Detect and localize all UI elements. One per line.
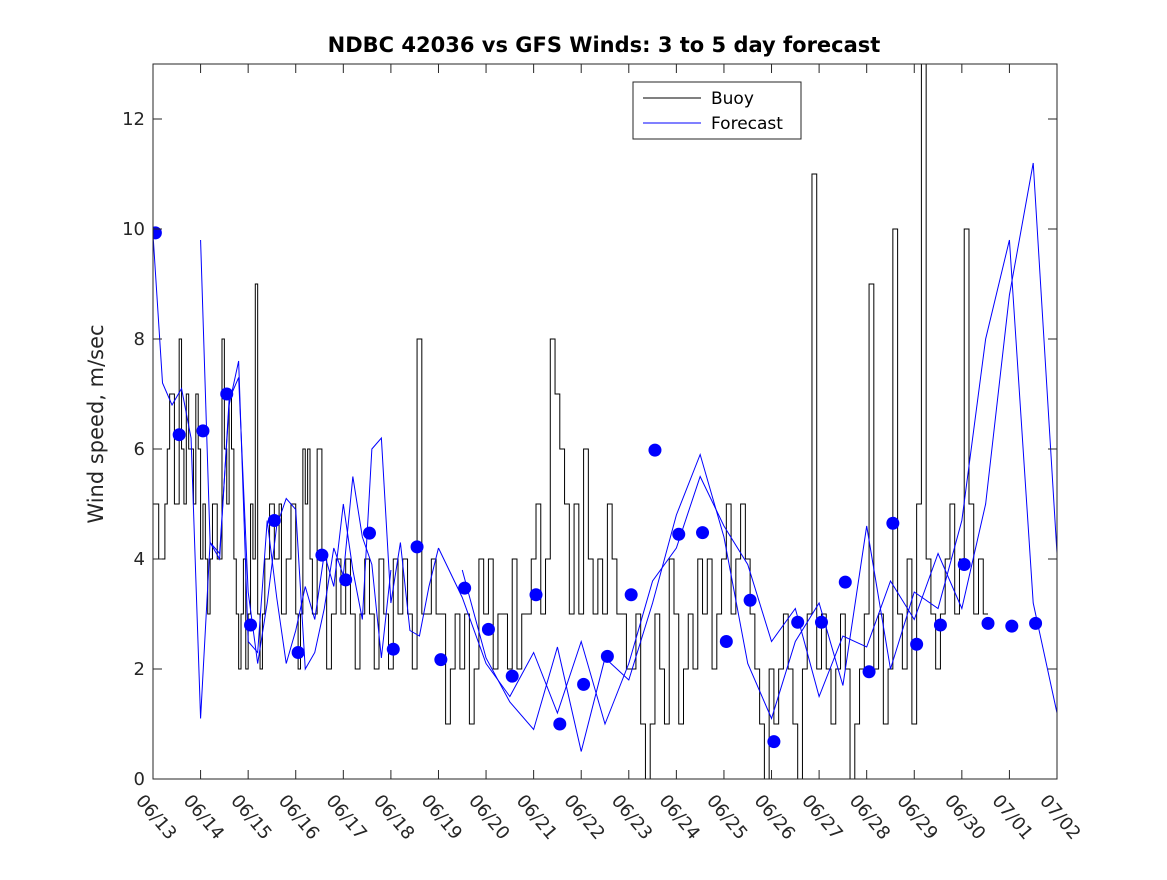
forecast-marker [672, 527, 686, 541]
forecast-marker [315, 548, 329, 562]
forecast-marker [624, 588, 638, 602]
forecast-marker [957, 558, 971, 571]
legend-box [632, 81, 802, 140]
forecast-marker [981, 616, 995, 630]
chart-title: NDBC 42036 vs GFS Winds: 3 to 5 day fore… [328, 33, 881, 57]
forecast-marker [458, 581, 472, 595]
forecast-marker [410, 540, 424, 554]
series-forecast-run-3 [438, 162, 1057, 726]
forecast-marker [339, 573, 353, 587]
forecast-marker [791, 615, 805, 629]
forecast-marker [220, 387, 234, 401]
forecast-marker [505, 669, 519, 683]
forecast-marker [767, 735, 781, 749]
forecast-marker [648, 443, 662, 457]
axes-box [152, 63, 1058, 780]
forecast-marker [719, 635, 733, 648]
forecast-marker [267, 514, 281, 527]
y-tick-label: 2 [134, 659, 145, 680]
forecast-marker [743, 593, 757, 607]
series-forecast-run-1 [153, 234, 392, 719]
forecast-marker [386, 642, 400, 656]
forecast-marker [196, 424, 210, 438]
forecast-marker [1005, 619, 1019, 633]
y-tick-label: 12 [122, 109, 145, 130]
y-tick-label: 4 [134, 549, 145, 570]
y-tick-label: 6 [134, 439, 145, 460]
legend: Buoy Forecast [632, 81, 802, 140]
y-tick-label: 0 [134, 769, 145, 790]
plot-area [153, 64, 1057, 779]
legend-label-forecast: Forecast [711, 114, 783, 134]
forecast-marker [481, 622, 495, 636]
forecast-marker [244, 618, 258, 632]
forecast-marker [933, 618, 947, 632]
forecast-marker [862, 665, 876, 679]
forecast-marker [1029, 616, 1043, 630]
forecast-marker [910, 637, 924, 651]
forecast-marker [886, 516, 900, 530]
series-forecast-run-4 [461, 239, 1057, 752]
series-buoy-line [153, 64, 989, 779]
y-tick-label: 10 [122, 219, 145, 240]
forecast-marker [291, 646, 305, 659]
y-tick-label: 8 [134, 329, 145, 350]
forecast-marker [362, 526, 376, 540]
forecast-marker [696, 526, 710, 540]
series-forecast-run-2 [200, 239, 439, 664]
forecast-marker [814, 615, 828, 629]
forecast-marker [153, 226, 162, 240]
forecast-marker [172, 428, 186, 442]
y-axis-label: Wind speed, m/sec [84, 324, 108, 523]
forecast-marker [529, 588, 543, 602]
forecast-marker [838, 575, 852, 589]
forecast-marker [600, 649, 614, 663]
legend-label-buoy: Buoy [711, 89, 754, 109]
forecast-marker [434, 653, 448, 667]
forecast-marker [577, 677, 591, 691]
forecast-marker [553, 717, 567, 731]
plot-series [153, 64, 1057, 779]
